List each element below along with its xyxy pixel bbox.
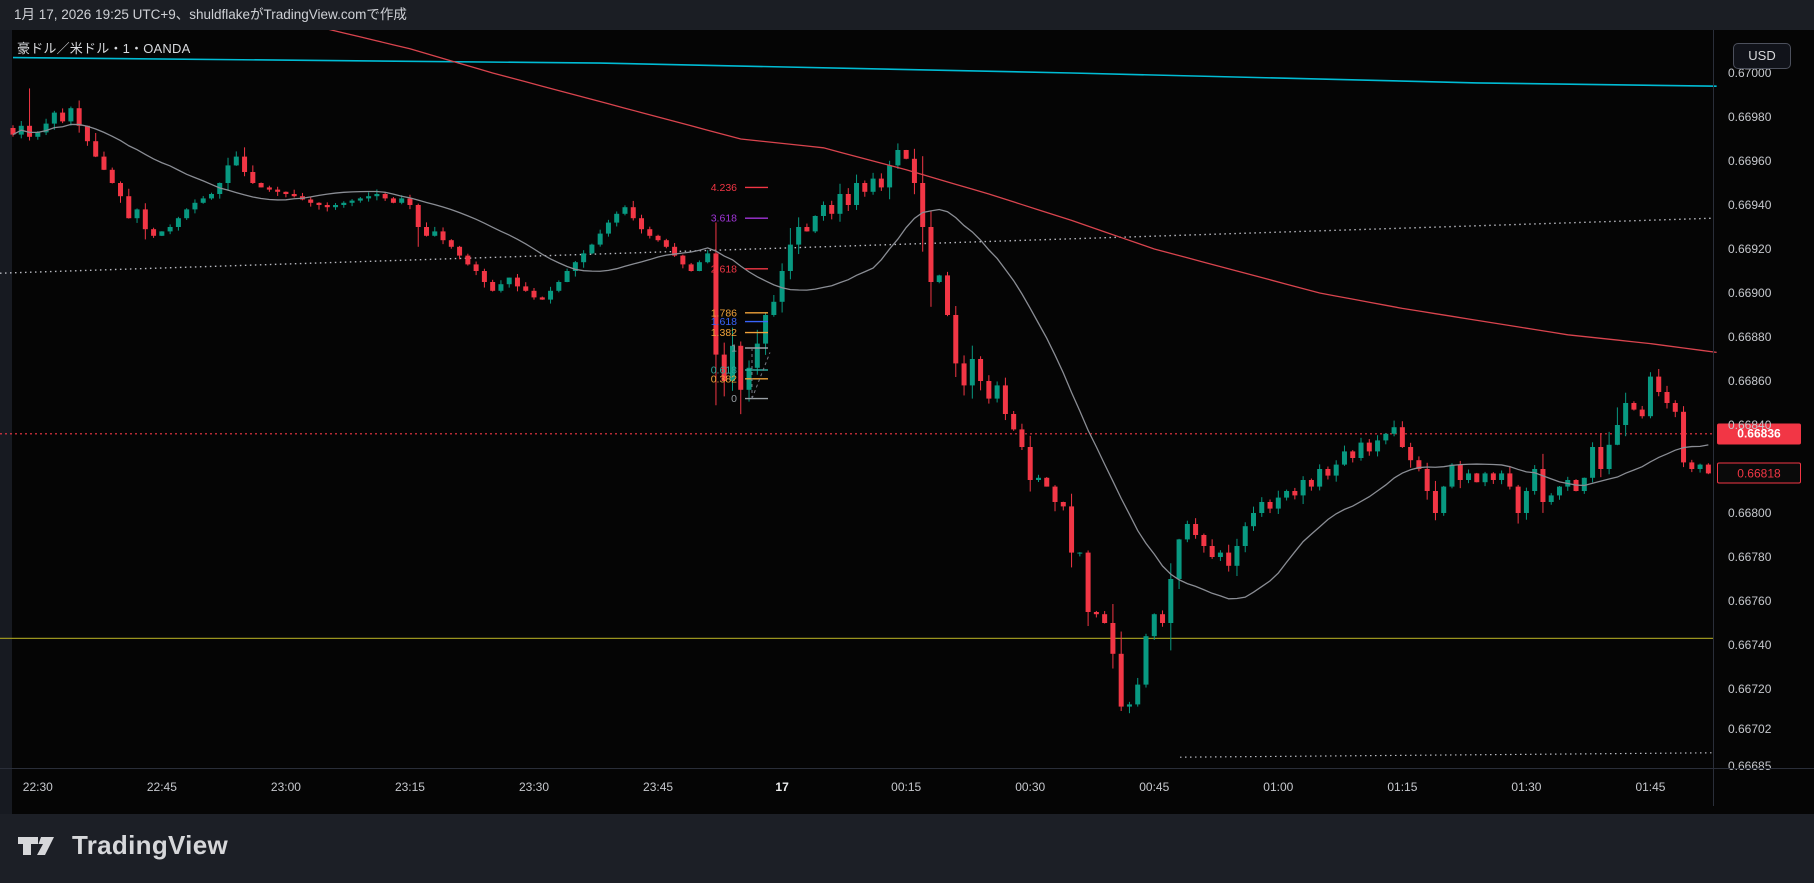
time-axis-label: 22:30: [22, 780, 53, 794]
price-axis-label: 0.66940: [1728, 198, 1772, 212]
price-axis-label: 0.66740: [1728, 638, 1772, 652]
tradingview-logo-text: TradingView: [72, 830, 228, 860]
chart-left-margin: [0, 30, 12, 814]
time-axis-label: 17: [775, 780, 789, 794]
time-axis-label: 23:00: [270, 780, 301, 794]
price-axis-label: 0.66980: [1728, 110, 1772, 124]
time-axis-label: 01:45: [1635, 780, 1666, 794]
teal-ma-line[interactable]: [12, 56, 1717, 87]
symbol-title[interactable]: 豪ドル／米ドル・1・OANDA: [17, 41, 191, 56]
time-axis-label: 00:45: [1139, 780, 1170, 794]
red-ma-line[interactable]: [327, 28, 1717, 354]
svg-text:0.618: 0.618: [711, 365, 737, 377]
price-axis-label: 0.66685: [1728, 759, 1772, 773]
tradingview-logo-icon: [18, 836, 54, 855]
time-axis-label: 22:45: [146, 780, 177, 794]
price-axis-label: 0.66960: [1728, 154, 1772, 168]
tradingview-logo[interactable]: TradingView: [16, 830, 228, 861]
svg-text:1.786: 1.786: [711, 307, 737, 319]
svg-text:1.618: 1.618: [711, 316, 737, 328]
attribution-text: 1月 17, 2026 19:25 UTC+9、shuldflakeがTradi…: [14, 7, 407, 22]
last-price-badge: 0.66818: [1717, 462, 1801, 484]
time-axis-label: 23:30: [518, 780, 550, 794]
svg-text:0: 0: [731, 393, 737, 405]
time-axis-label: 01:00: [1263, 780, 1294, 794]
svg-text:1: 1: [731, 343, 737, 355]
price-axis-label: 0.66840: [1728, 418, 1772, 432]
time-axis-label: 01:15: [1387, 780, 1418, 794]
price-axis-label: 0.66800: [1728, 506, 1772, 520]
price-axis-label: 0.66900: [1728, 286, 1772, 300]
gray-ma-line[interactable]: [12, 123, 1709, 600]
svg-text:3.618: 3.618: [711, 213, 737, 225]
price-axis-label: 0.66720: [1728, 682, 1772, 696]
dotted-trendline[interactable]: [0, 217, 1714, 274]
price-axis-label: 0.66880: [1728, 330, 1772, 344]
time-axis-label: 23:45: [643, 780, 674, 794]
price-axis-label: 0.66780: [1728, 550, 1772, 564]
attribution-bar: 1月 17, 2026 19:25 UTC+9、shuldflakeがTradi…: [0, 0, 1814, 30]
bid-price-badge: 0.66836: [1717, 423, 1801, 445]
svg-text:4.236: 4.236: [711, 182, 737, 194]
dotted-trendline-lower[interactable]: [1179, 752, 1714, 758]
time-axis-label: 23:15: [394, 780, 425, 794]
time-axis[interactable]: 22:30 22:45 23:00 23:15 23:30 23:45 17 00:15 00:…: [0, 768, 1814, 806]
price-axis[interactable]: 0.66836 0.66818 0.67000 0.66980 0.66960 0.6…: [1713, 30, 1814, 806]
svg-text:0.382: 0.382: [711, 373, 737, 385]
price-axis-label: 0.66920: [1728, 242, 1772, 256]
price-axis-label: 0.66760: [1728, 594, 1772, 608]
chart-canvas[interactable]: [0, 30, 1814, 814]
footer-bar: TradingView: [0, 814, 1814, 883]
svg-text:2.618: 2.618: [711, 263, 737, 275]
time-axis-label: 00:30: [1015, 780, 1046, 794]
price-axis-label: 0.67000: [1728, 66, 1772, 80]
price-axis-label: 0.66860: [1728, 374, 1772, 388]
time-axis-label: 00:15: [891, 780, 922, 794]
currency-usd-button[interactable]: USD: [1733, 43, 1791, 69]
time-axis-label: 01:30: [1511, 780, 1542, 794]
candlestick-series[interactable]: [10, 88, 1711, 714]
price-axis-label: 0.66702: [1728, 721, 1772, 736]
svg-text:1.382: 1.382: [711, 327, 737, 339]
